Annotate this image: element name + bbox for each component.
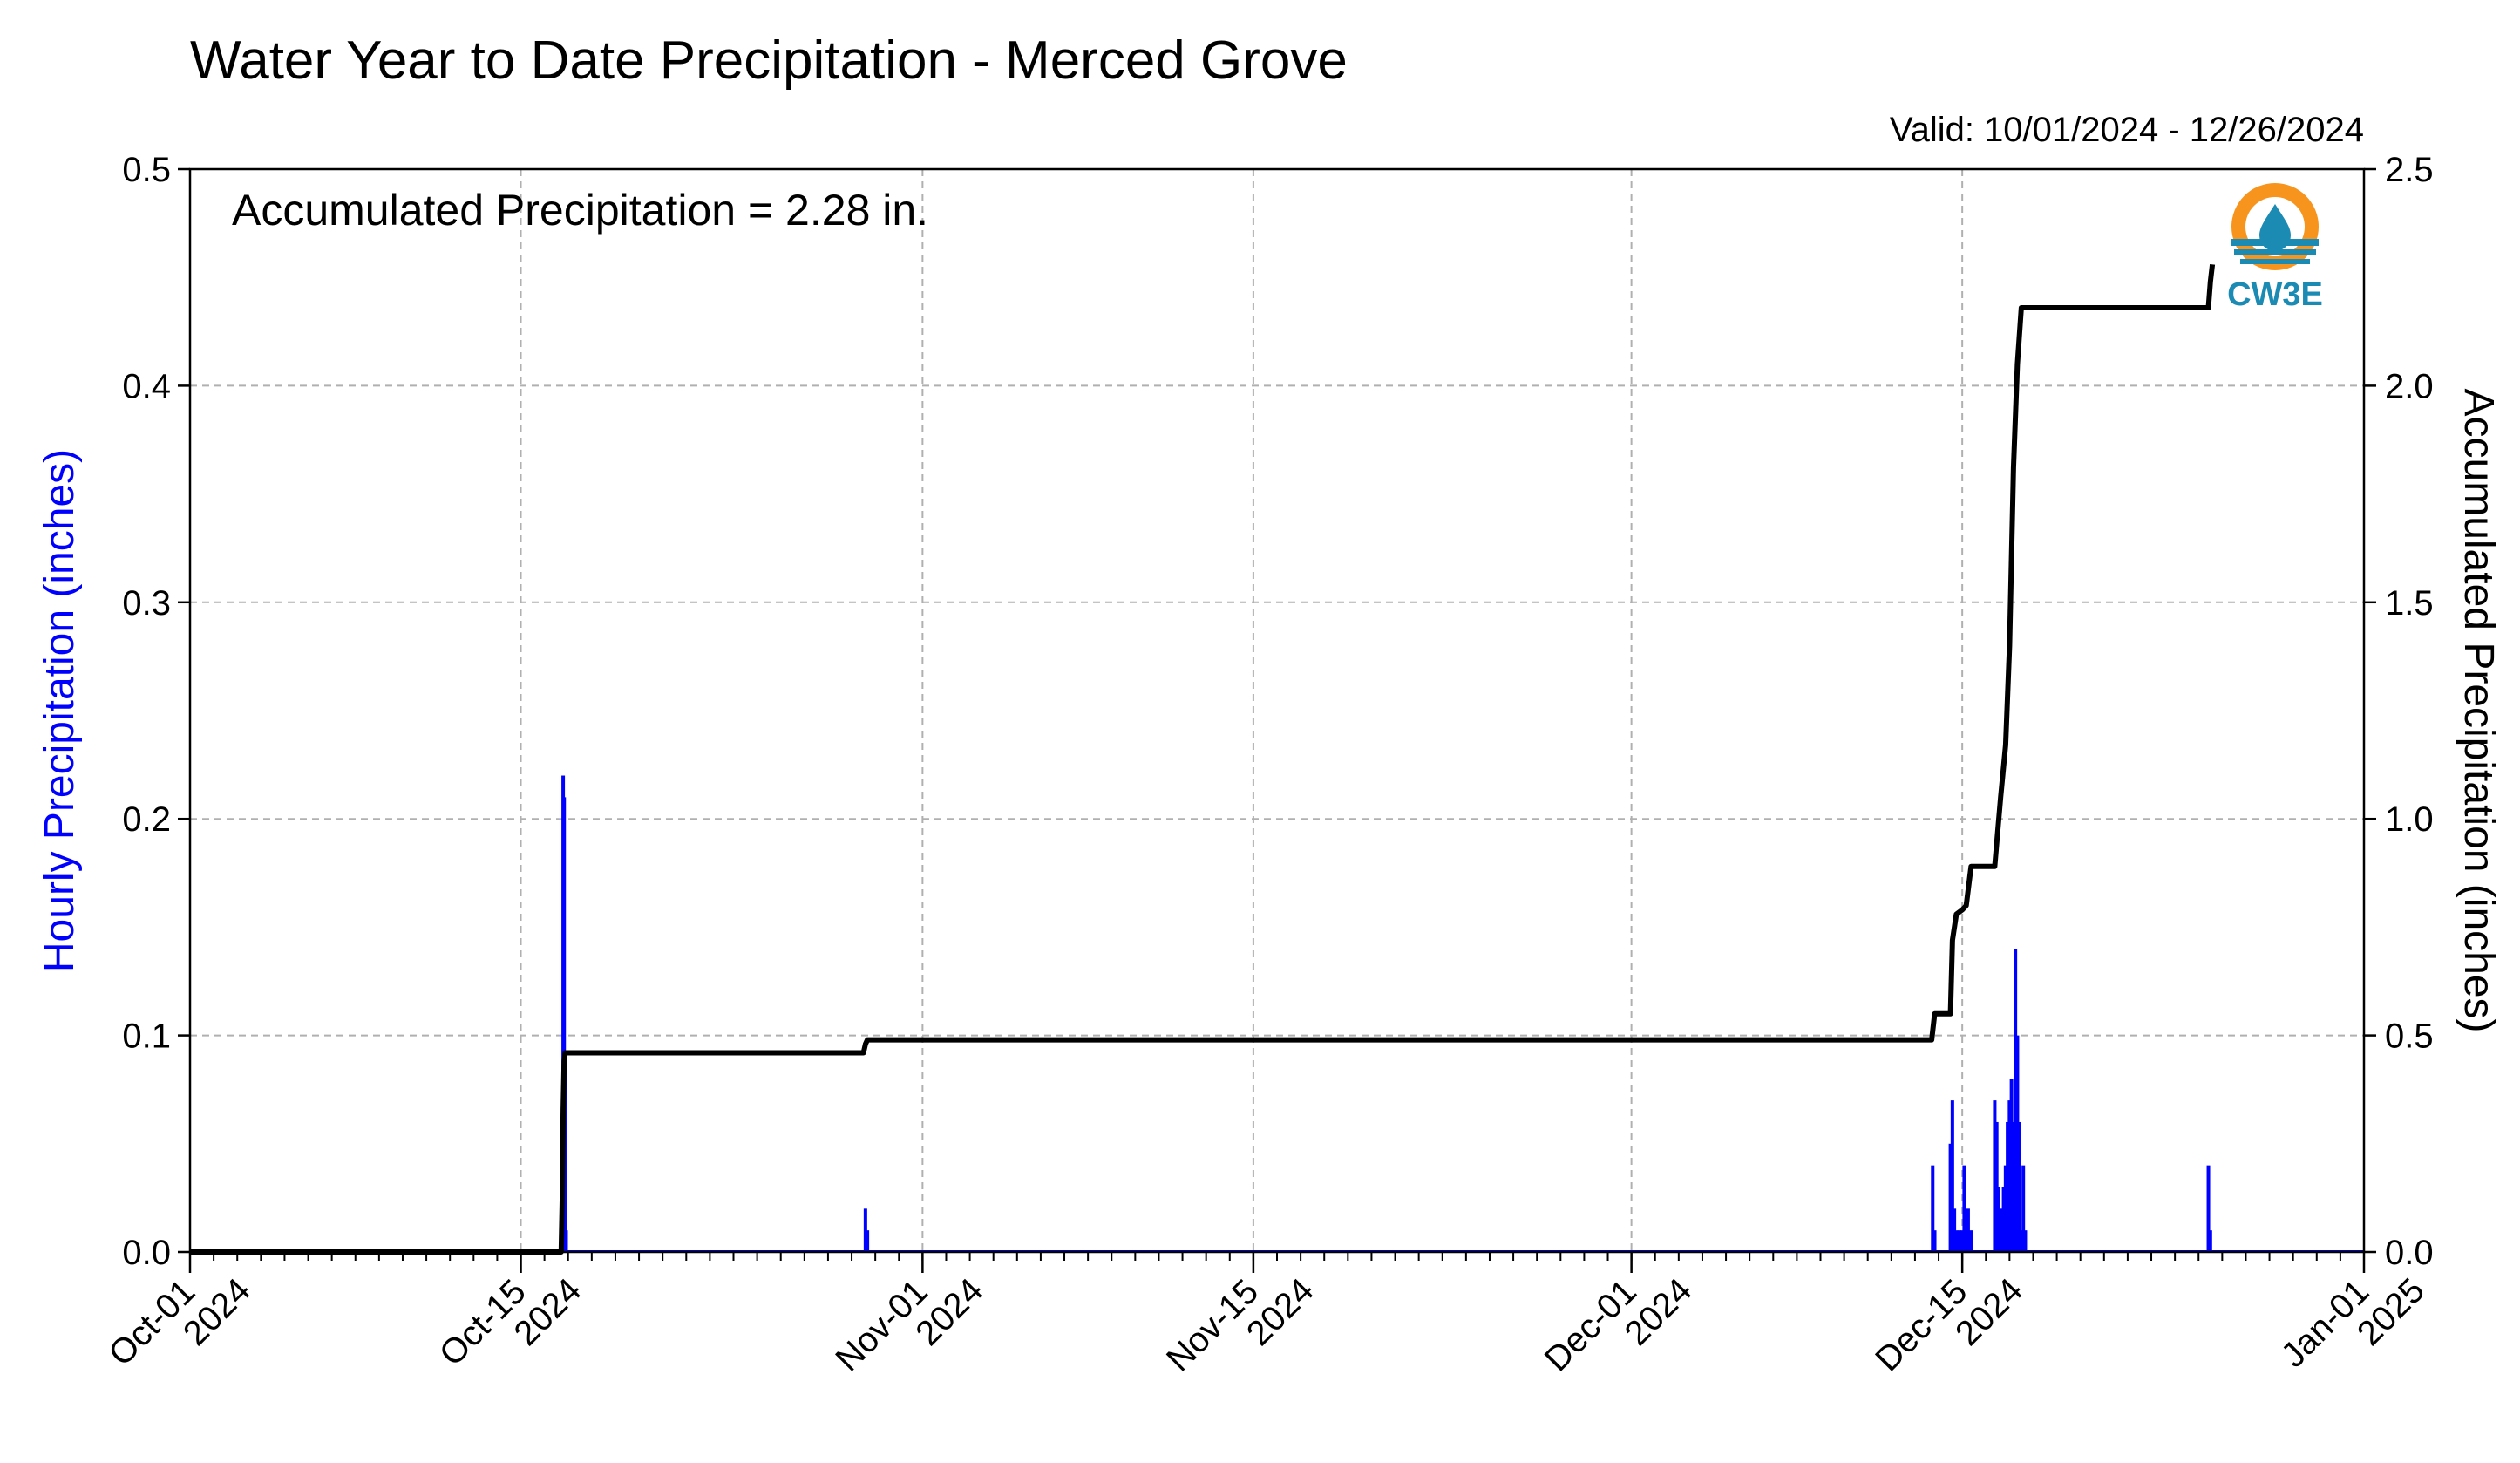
axis-ticks: 0.0 0.1 0.2 0.3 0.4 0.5 0.0 0.5 1.0 1.5 2.0 2.5 Oct-… [101, 151, 2434, 1406]
hourly-bar [1996, 1187, 2000, 1252]
y-tick-label-right: 1.0 [2385, 800, 2434, 839]
hourly-bar [1994, 1121, 1999, 1252]
right-axis-label: Accumulated Precipitation (inches) [2455, 388, 2502, 1032]
hourly-bar [1948, 1143, 1953, 1252]
hourly-bar [2206, 1165, 2211, 1252]
x-tick-label: Nov-012024 [828, 1244, 990, 1406]
hourly-bar [2019, 1230, 2023, 1252]
y-tick-label-right: 1.5 [2385, 584, 2434, 623]
hourly-bar [2011, 1121, 2015, 1252]
y-tick-label-left: 0.2 [122, 800, 171, 839]
chart-title: Water Year to Date Precipitation - Merce… [190, 31, 1348, 91]
hourly-bar [863, 1208, 867, 1252]
hourly-bar [2014, 949, 2018, 1252]
hourly-bar [866, 1230, 870, 1252]
hourly-bar [2007, 1100, 2012, 1252]
hourly-bar [1969, 1230, 1973, 1252]
hourly-bar [2023, 1230, 2028, 1252]
y-tick-label-right: 0.5 [2385, 1017, 2434, 1056]
hourly-bar [2009, 1079, 2014, 1252]
y-tick-label-left: 0.0 [122, 1234, 171, 1272]
y-tick-label-right: 0.0 [2385, 1234, 2434, 1272]
x-tick-label: Dec-012024 [1538, 1244, 1700, 1406]
hourly-bar [2001, 1187, 2006, 1252]
hourly-bar [562, 797, 567, 1252]
y-tick-label-left: 0.1 [122, 1017, 171, 1056]
hourly-bar [1954, 1230, 1959, 1252]
hourly-bars [190, 775, 2364, 1252]
x-tick-label: Nov-152024 [1159, 1244, 1321, 1406]
hourly-bar [1932, 1230, 1937, 1252]
hourly-bar [1931, 1165, 1935, 1252]
hourly-bar [1993, 1100, 1997, 1252]
cw3e-logo: CW3E [2227, 183, 2323, 313]
y-tick-label-right: 2.5 [2385, 151, 2434, 189]
y-tick-label-right: 2.0 [2385, 367, 2434, 405]
plot-frame [188, 167, 2366, 1254]
x-tick-label: Oct-152024 [432, 1244, 589, 1401]
hourly-bar [2021, 1165, 2026, 1252]
hourly-bar [2003, 1165, 2007, 1252]
accumulated-precip-line [190, 263, 2216, 1255]
y-tick-label-left: 0.4 [122, 367, 171, 405]
y-tick-label-left: 0.5 [122, 151, 171, 189]
hourly-bar [1999, 1208, 2003, 1252]
hourly-bar [1966, 1208, 1970, 1252]
hourly-bar [2015, 1035, 2020, 1252]
accumulated-annotation: Accumulated Precipitation = 2.28 in. [232, 186, 928, 235]
hourly-bar [1962, 1165, 1966, 1252]
grid-lines [190, 169, 2364, 1252]
hourly-bar [2006, 1121, 2010, 1252]
hourly-bar [564, 1230, 568, 1252]
hourly-bar [2017, 1121, 2021, 1252]
logo-text: CW3E [2227, 276, 2323, 313]
hourly-bar [1960, 1230, 1965, 1252]
hourly-bar [1950, 1100, 1954, 1252]
hourly-bar [1953, 1208, 1957, 1252]
hourly-bar [2208, 1230, 2212, 1252]
hourly-bar [1957, 1230, 1961, 1252]
hourly-bar [1964, 1230, 1968, 1252]
y-tick-label-left: 0.3 [122, 584, 171, 623]
x-tick-label: Dec-152024 [1868, 1244, 2030, 1406]
valid-range-text: Valid: 10/01/2024 - 12/26/2024 [1890, 111, 2364, 149]
left-axis-label: Hourly Precipitation (inches) [37, 449, 83, 972]
